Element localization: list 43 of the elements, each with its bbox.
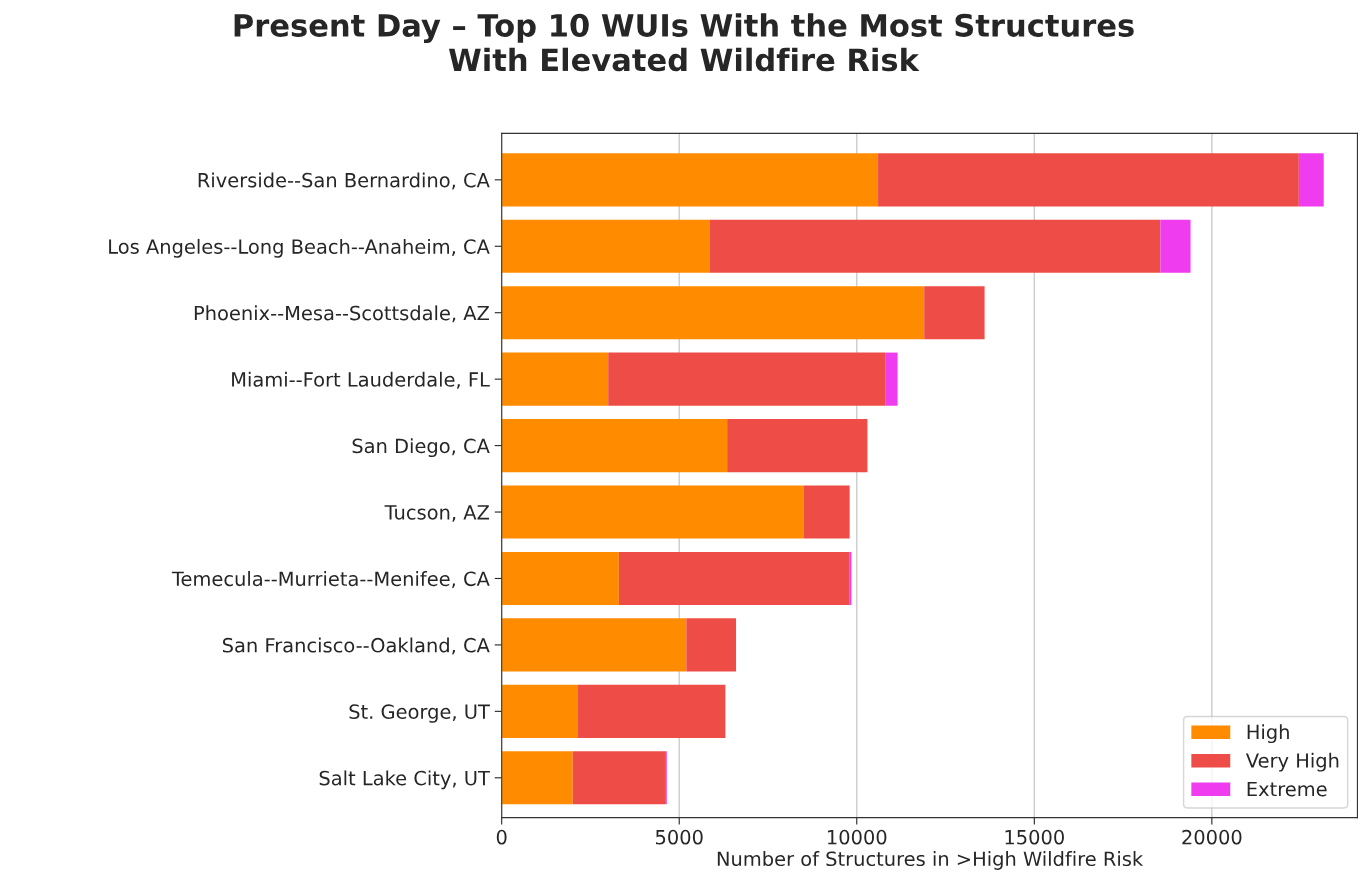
- y-tick-label: San Francisco--Oakland, CA: [222, 637, 490, 655]
- bar: [608, 352, 886, 406]
- legend-label: Extreme: [1247, 781, 1327, 797]
- bar: [803, 485, 850, 539]
- x-tick-label: 20000: [1182, 829, 1242, 845]
- bar: [1160, 219, 1191, 273]
- y-tick-label: Temecula--Murrieta--Menifee, CA: [171, 571, 490, 589]
- legend-label: High: [1247, 724, 1289, 744]
- bar: [501, 684, 579, 738]
- y-tick-label: San Diego, CA: [352, 438, 490, 458]
- x-tick-label: 5000: [655, 829, 703, 845]
- legend-label: Very High: [1245, 752, 1339, 772]
- bar: [501, 153, 879, 207]
- y-tick-label: Phoenix--Mesa--Scottsdale, AZ: [194, 305, 490, 323]
- y-tick-label: Salt Lake City, UT: [319, 770, 490, 790]
- bar: [501, 751, 573, 805]
- bar: [501, 219, 710, 273]
- bar: [878, 153, 1299, 207]
- bar: [501, 618, 687, 672]
- bar: [501, 485, 804, 539]
- x-tick-label: 0: [496, 829, 507, 845]
- bar: [1298, 153, 1324, 207]
- bar: [727, 419, 868, 473]
- y-tick-label: Los Angeles--Long Beach--Anaheim, CA: [109, 238, 490, 258]
- bar: [501, 352, 609, 406]
- bar: [501, 286, 925, 340]
- x-axis-title: Number of Structures in >High Wildfire Risk: [717, 851, 1144, 870]
- bar: [885, 352, 898, 406]
- y-tick-label: St. George, UT: [349, 704, 490, 723]
- bar: [686, 618, 737, 672]
- bar: [709, 219, 1161, 273]
- chart-title: Present Day – Top 10 WUIs With the Most Structures With Elevated Wildfire Risk: [234, 13, 1134, 72]
- x-tick-label: 10000: [827, 829, 887, 845]
- x-tick-label: 15000: [1005, 829, 1064, 845]
- bar: [572, 751, 666, 805]
- y-tick-label: Miami--Fort Lauderdale, FL: [232, 371, 490, 389]
- bar: [924, 286, 985, 340]
- bar: [618, 551, 850, 606]
- bar: [578, 684, 726, 738]
- y-tick-label: Tucson, AZ: [384, 505, 490, 522]
- bar: [501, 551, 619, 606]
- bar: [501, 419, 728, 473]
- y-tick-label: Riverside--San Bernardino, CA: [198, 172, 490, 190]
